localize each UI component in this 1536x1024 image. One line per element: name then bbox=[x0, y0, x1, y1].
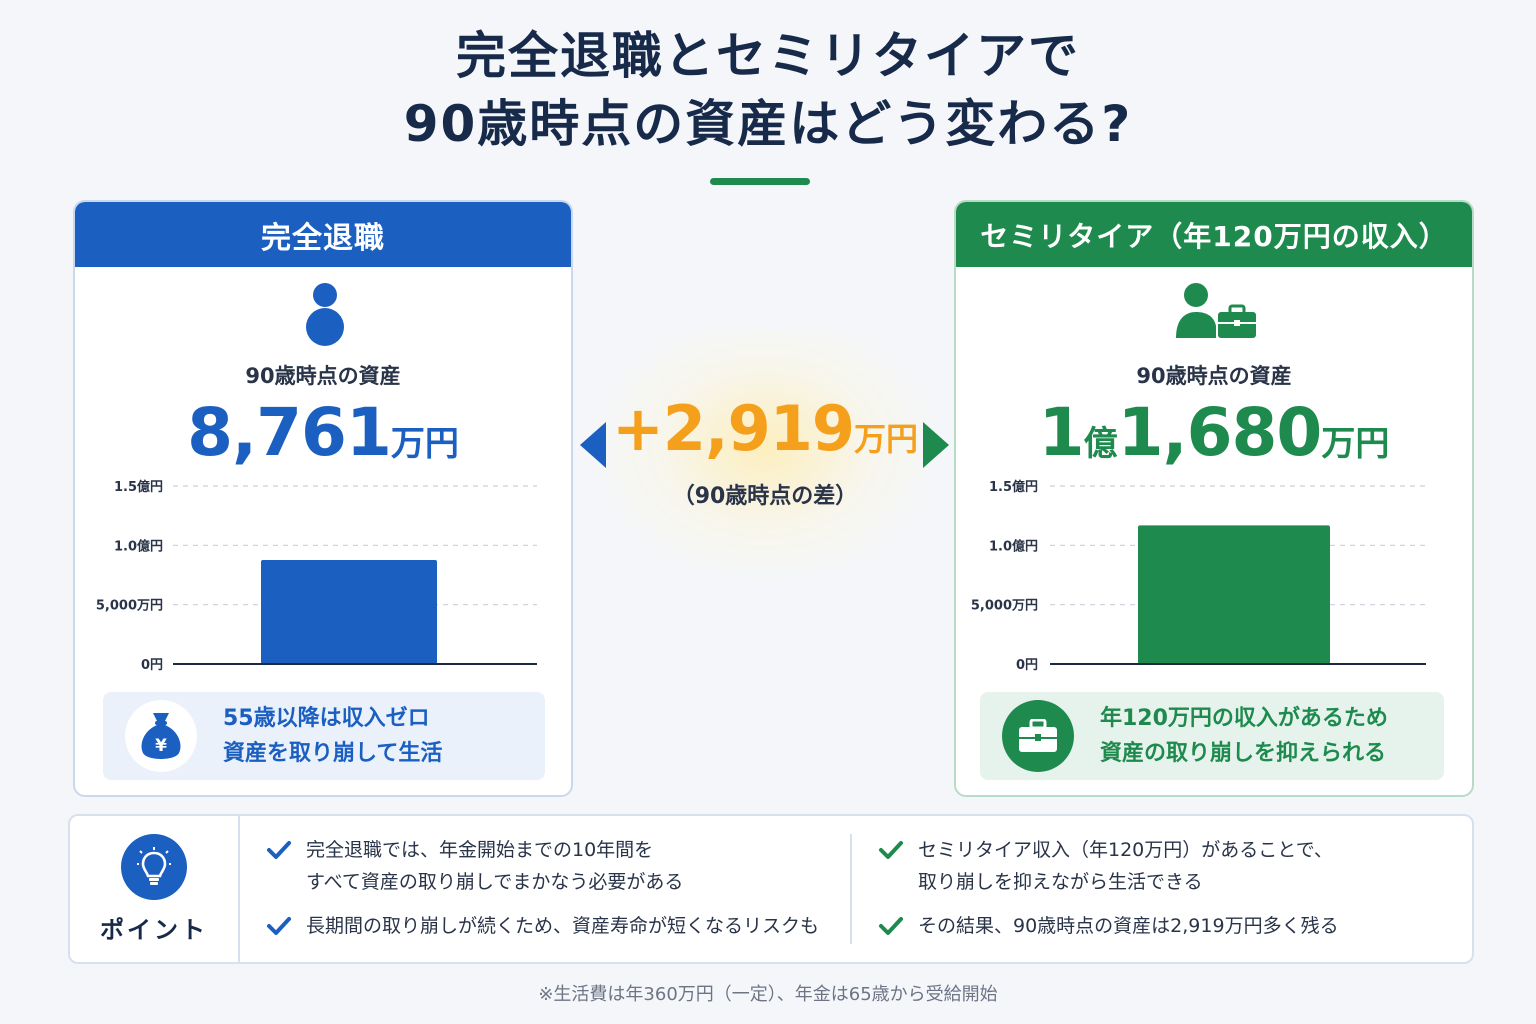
note-line-1: 年120万円の収入があるため bbox=[1100, 706, 1388, 731]
asset-label: 90歳時点の資産 bbox=[245, 364, 401, 388]
point-text-line-1: 長期間の取り崩しが続くため、資産寿命が短くなるリスクも bbox=[306, 915, 820, 937]
full-retirement-note: ¥ 55歳以降は収入ゼロ 資産を取り崩して生活 bbox=[103, 692, 545, 780]
point-item-left-2: 長期間の取り崩しが続くため、資産寿命が短くなるリスクも bbox=[266, 910, 819, 942]
full-retirement-panel: 完全退職 90歳時点の資産 8,761万円 0円 5,000万円 1.0億円 1.5億… bbox=[73, 200, 573, 797]
y-tick-label: 0円 bbox=[141, 658, 163, 673]
right-arrow-icon bbox=[923, 422, 949, 472]
bar bbox=[1138, 525, 1330, 664]
check-icon bbox=[879, 841, 903, 859]
note-line-1: 55歳以降は収入ゼロ bbox=[223, 706, 430, 731]
difference-number: +2,919 bbox=[611, 392, 855, 465]
person-briefcase-icon bbox=[1174, 282, 1258, 346]
y-tick-label: 1.5億円 bbox=[114, 479, 163, 495]
check-icon bbox=[267, 841, 291, 859]
asset-value-number: 1,680 bbox=[1117, 394, 1323, 471]
asset-value-unit: 万円 bbox=[1321, 424, 1390, 464]
asset-label: 90歳時点の資産 bbox=[1136, 364, 1292, 388]
check-icon bbox=[879, 917, 903, 935]
y-tick-label: 0円 bbox=[1016, 658, 1038, 673]
asset-value: 8,761万円 bbox=[75, 394, 571, 471]
bar bbox=[261, 560, 437, 664]
footnote: ※生活費は年360万円（一定）、年金は65歳から受給開始 bbox=[538, 984, 998, 1005]
money-bag-yen-icon: ¥ bbox=[125, 700, 197, 772]
point-text-line-1: その結果、90歳時点の資産は2,919万円多く残る bbox=[918, 915, 1339, 937]
point-text-line-2: すべて資産の取り崩しでまかなう必要がある bbox=[306, 871, 684, 893]
lightbulb-icon bbox=[121, 833, 187, 900]
note-line-2: 資産を取り崩して生活 bbox=[223, 741, 443, 766]
difference-caption: （90歳時点の差） bbox=[672, 484, 858, 509]
asset-value-oku-number: 1 bbox=[1038, 394, 1085, 471]
points-column-divider bbox=[850, 834, 852, 944]
semi-retirement-bar-chart: 0円 5,000万円 1.0億円 1.5億円 bbox=[971, 479, 1426, 673]
title-underline bbox=[710, 178, 810, 185]
y-tick-label: 1.5億円 bbox=[989, 479, 1038, 495]
left-arrow-icon bbox=[580, 422, 606, 472]
point-item-right-1: セミリタイア収入（年120万円）があることで、 取り崩しを抑えながら生活できる bbox=[878, 834, 1333, 898]
point-item-right-2: その結果、90歳時点の資産は2,919万円多く残る bbox=[878, 910, 1339, 942]
point-text-line-2: 取り崩しを抑えながら生活できる bbox=[918, 871, 1203, 893]
point-text-line-1: セミリタイア収入（年120万円）があることで、 bbox=[918, 839, 1333, 861]
title-line-1: 完全退職とセミリタイアで bbox=[456, 27, 1080, 85]
semi-retirement-header: セミリタイア（年120万円の収入） bbox=[956, 202, 1472, 267]
points-label-area: ポイント bbox=[70, 816, 240, 962]
page-title: 完全退職とセミリタイアで 90歳時点の資産はどう変わる? bbox=[0, 22, 1536, 158]
briefcase-icon bbox=[1002, 700, 1074, 772]
asset-value: 1億1,680万円 bbox=[956, 394, 1472, 471]
point-item-left-1: 完全退職では、年金開始までの10年間を すべて資産の取り崩しでまかなう必要がある bbox=[266, 834, 683, 898]
asset-value-number: 8,761 bbox=[187, 394, 392, 471]
difference-unit: 万円 bbox=[854, 420, 919, 458]
difference-callout: +2,919万円 （90歳時点の差） bbox=[580, 330, 950, 590]
person-icon bbox=[303, 282, 347, 350]
svg-text:¥: ¥ bbox=[155, 736, 167, 756]
points-title: ポイント bbox=[100, 915, 208, 944]
y-tick-label: 1.0億円 bbox=[114, 538, 163, 554]
asset-value-unit: 万円 bbox=[390, 424, 459, 464]
check-icon bbox=[267, 917, 291, 935]
asset-value-oku-unit: 億 bbox=[1083, 424, 1118, 464]
points-box: ポイント 完全退職では、年金開始までの10年間を すべて資産の取り崩しでまかなう… bbox=[68, 814, 1474, 964]
point-text-line-1: 完全退職では、年金開始までの10年間を bbox=[306, 839, 654, 861]
difference-value: +2,919万円 bbox=[580, 392, 950, 465]
y-tick-label: 5,000万円 bbox=[971, 599, 1038, 614]
full-retirement-header: 完全退職 bbox=[75, 202, 571, 267]
note-line-2: 資産の取り崩しを抑えられる bbox=[1100, 741, 1387, 766]
full-retirement-bar-chart: 0円 5,000万円 1.0億円 1.5億円 bbox=[96, 479, 537, 673]
y-tick-label: 1.0億円 bbox=[989, 538, 1038, 554]
y-tick-label: 5,000万円 bbox=[96, 599, 163, 614]
semi-retirement-note: 年120万円の収入があるため 資産の取り崩しを抑えられる bbox=[980, 692, 1444, 780]
title-line-2: 90歳時点の資産はどう変わる? bbox=[403, 95, 1133, 153]
semi-retirement-panel: セミリタイア（年120万円の収入） 90歳時点の資産 1億1,680万円 0円 5… bbox=[954, 200, 1474, 797]
